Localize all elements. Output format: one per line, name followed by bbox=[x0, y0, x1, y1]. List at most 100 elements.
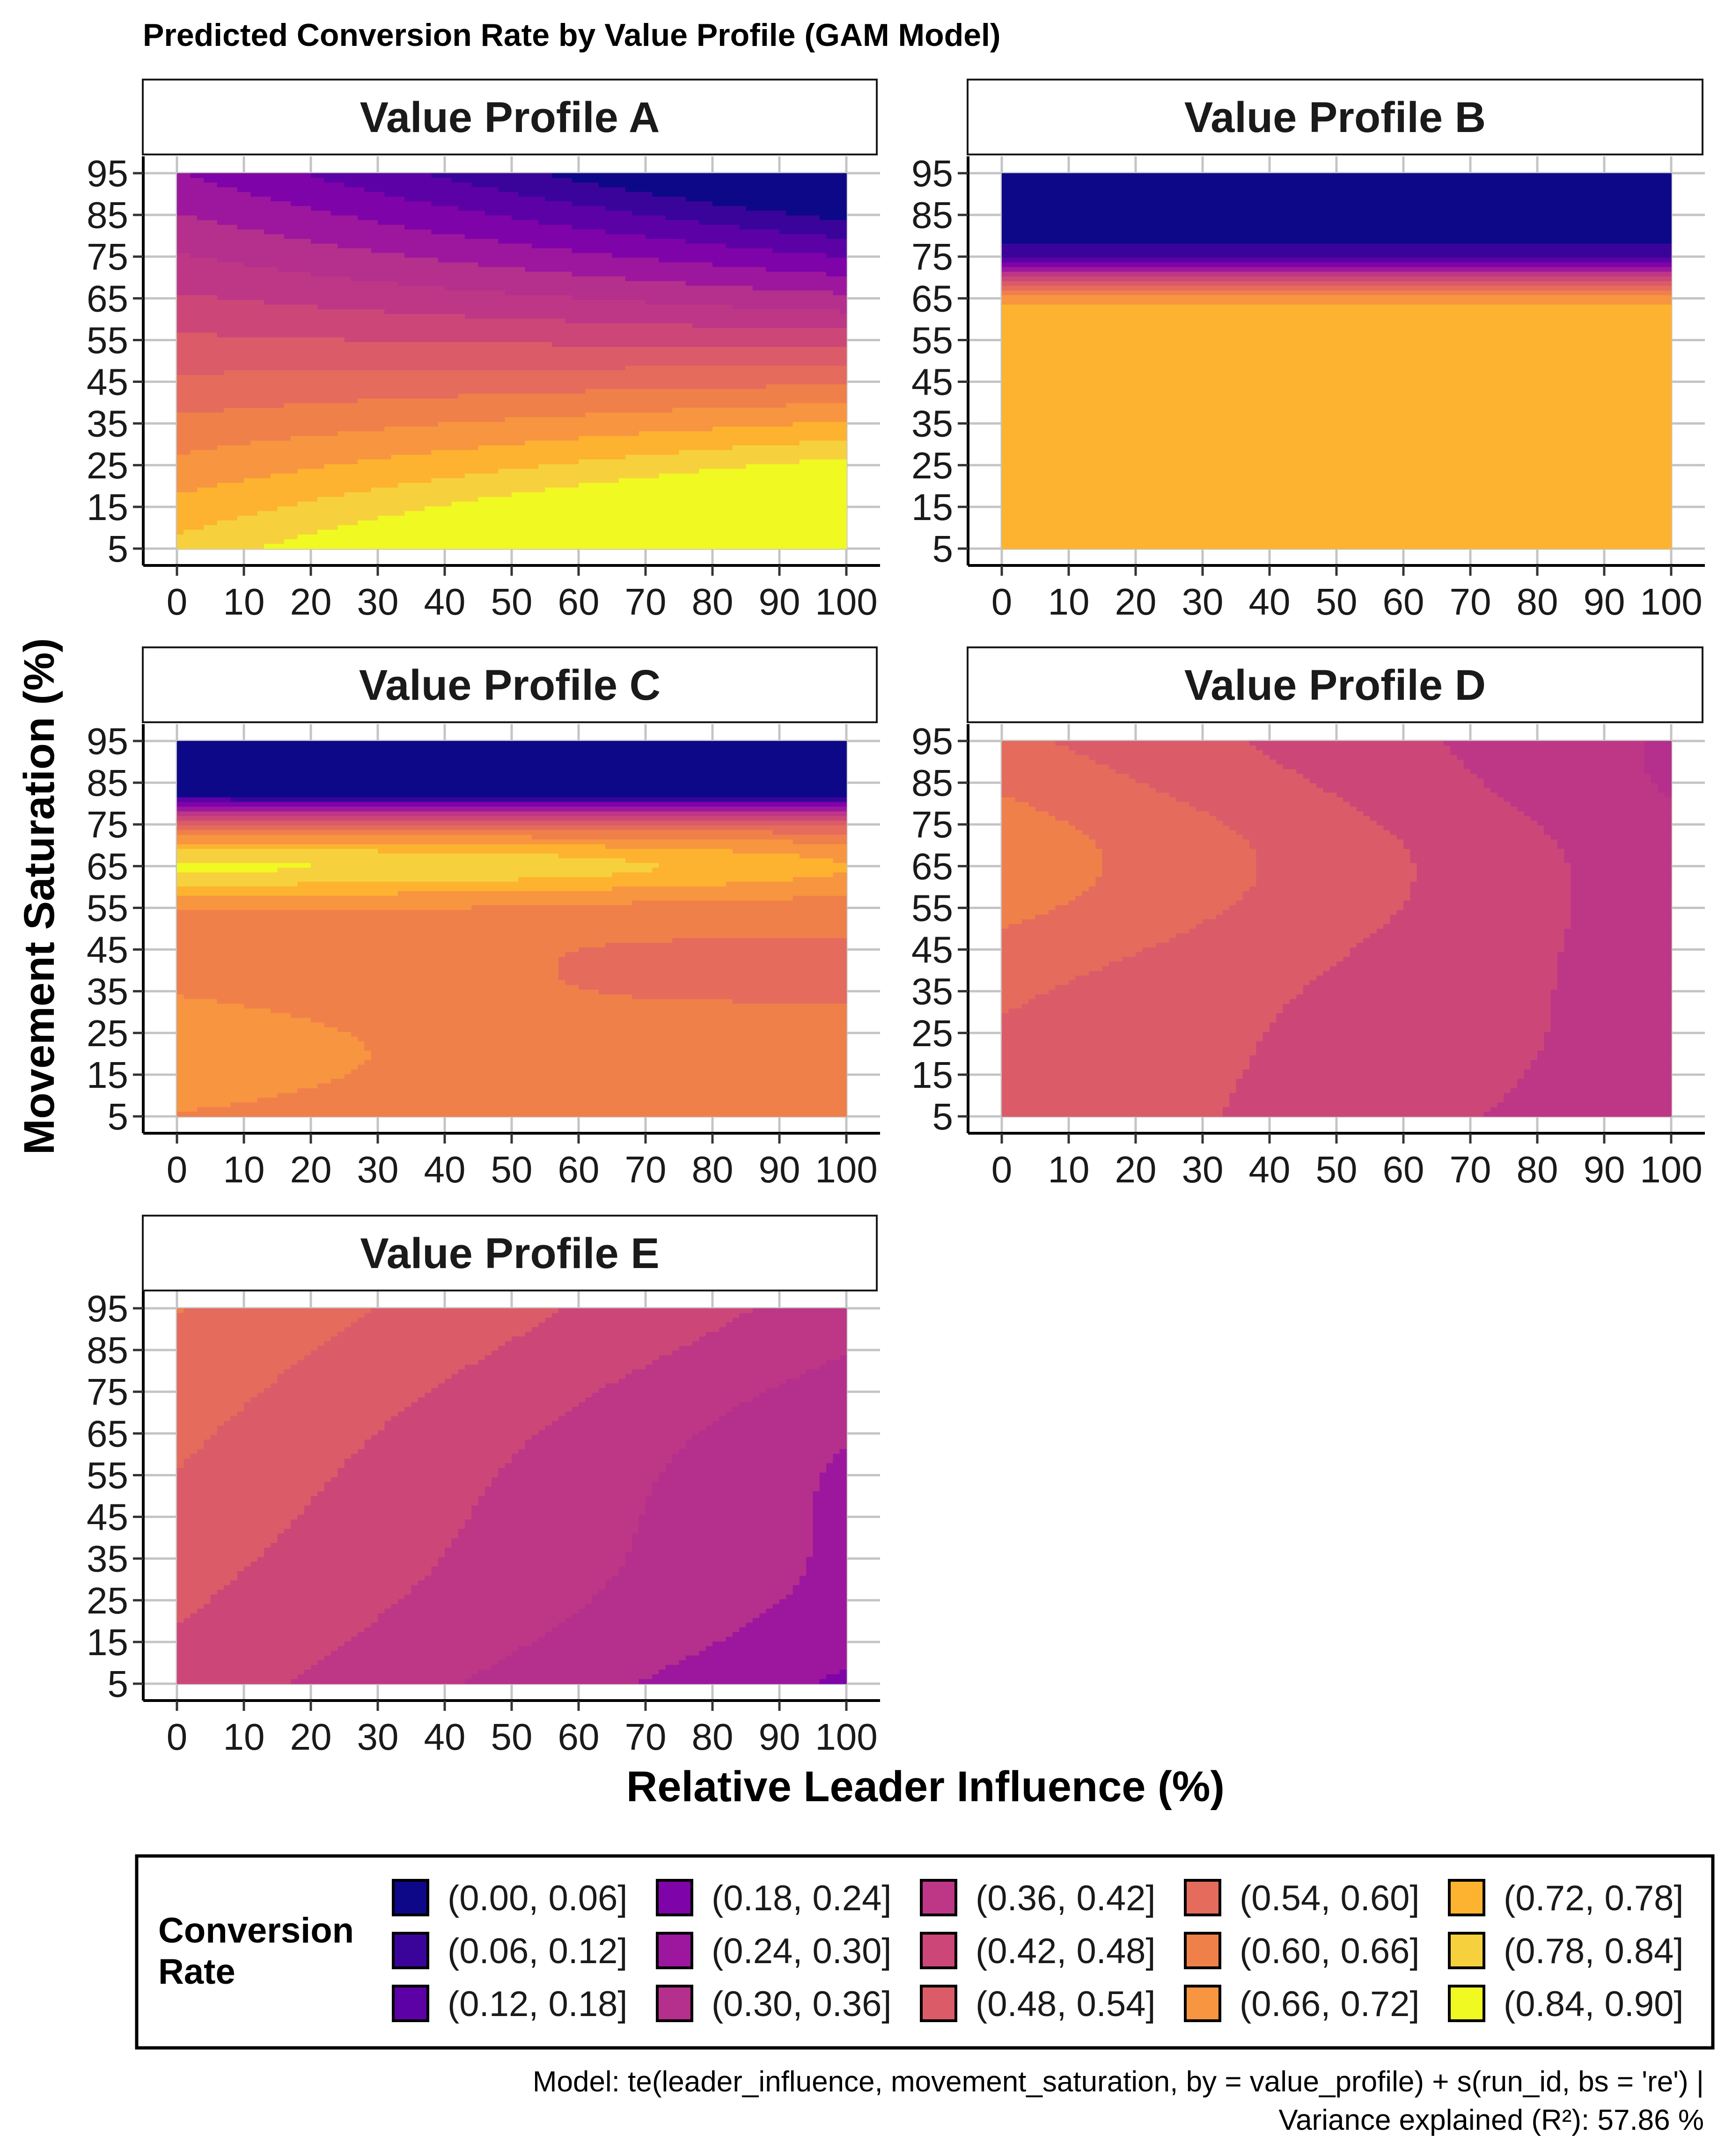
contour-band-cell bbox=[177, 811, 847, 817]
contour-band-cell bbox=[1136, 778, 1310, 784]
contour-band-cell bbox=[1102, 849, 1257, 854]
contour-band-cell bbox=[1316, 975, 1558, 981]
contour-band-cell bbox=[177, 895, 793, 901]
contour-band-cell bbox=[177, 262, 244, 268]
contour-band-cell bbox=[839, 1355, 847, 1361]
y-tick-label: 5 bbox=[108, 528, 129, 570]
contour-band-cell bbox=[478, 1496, 646, 1501]
contour-band-cell bbox=[177, 1524, 291, 1529]
contour-band-cell bbox=[813, 1524, 847, 1529]
x-tick-label: 60 bbox=[1383, 581, 1424, 623]
contour-band-cell bbox=[498, 469, 700, 474]
contour-band-cell bbox=[177, 825, 847, 831]
contour-band-cell bbox=[184, 1463, 345, 1468]
contour-band-cell bbox=[1229, 1097, 1505, 1103]
contour-band-cell bbox=[492, 1350, 673, 1356]
contour-band-cell bbox=[1564, 938, 1672, 943]
contour-band-cell bbox=[786, 1379, 847, 1384]
contour-band-cell bbox=[752, 1618, 847, 1623]
contour-band-cell bbox=[579, 947, 847, 953]
y-tick-label: 55 bbox=[87, 319, 128, 361]
contour-band-cell bbox=[839, 1669, 847, 1675]
contour-band-cell bbox=[284, 403, 787, 409]
contour-band-cell bbox=[1002, 318, 1672, 324]
contour-band-cell bbox=[1564, 947, 1672, 953]
contour-band-cell bbox=[471, 1515, 639, 1520]
contour-band-cell bbox=[177, 797, 231, 803]
contour-band-cell bbox=[1236, 1083, 1518, 1089]
contour-band-cell bbox=[1002, 1102, 1230, 1107]
contour-band-cell bbox=[1002, 938, 1170, 943]
contour-band-cell bbox=[177, 909, 847, 915]
contour-band-cell bbox=[184, 1458, 345, 1464]
contour-band-cell bbox=[806, 1369, 847, 1375]
contour-band-cell bbox=[1644, 746, 1672, 751]
contour-band-cell bbox=[177, 1093, 278, 1098]
contour-band-cell bbox=[177, 253, 191, 258]
contour-band-cell bbox=[1002, 778, 1136, 784]
contour-band-cell bbox=[665, 1665, 847, 1670]
contour-band-cell bbox=[1002, 304, 1672, 310]
contour-band-cell bbox=[271, 1008, 847, 1014]
contour-band-cell bbox=[639, 431, 847, 437]
legend-key bbox=[1184, 1932, 1221, 1969]
x-tick-label: 10 bbox=[1048, 581, 1090, 623]
contour-band-cell bbox=[210, 1594, 405, 1600]
y-tick-label: 75 bbox=[87, 236, 128, 278]
contour-band-cell bbox=[1376, 929, 1564, 934]
contour-band-cell bbox=[512, 1458, 673, 1464]
contour-band-cell bbox=[1002, 459, 1672, 465]
contour-band-cell bbox=[786, 1594, 847, 1600]
contour-band-cell bbox=[230, 1580, 418, 1586]
contour-band-cell bbox=[217, 1590, 412, 1595]
contour-band-cell bbox=[732, 849, 847, 854]
contour-band-cell bbox=[531, 1435, 693, 1440]
contour-band-cell bbox=[464, 314, 847, 319]
contour-band-cell bbox=[712, 262, 847, 268]
contour-band-cell bbox=[411, 1590, 599, 1595]
contour-band-cell bbox=[317, 1346, 499, 1351]
contour-band-cell bbox=[1149, 783, 1317, 789]
contour-band-cell bbox=[464, 234, 646, 240]
contour-band-cell bbox=[558, 853, 800, 859]
contour-band-cell bbox=[358, 459, 579, 465]
contour-band-cell bbox=[1571, 891, 1672, 896]
contour-band-cell bbox=[1356, 943, 1564, 948]
contour-band-cell bbox=[177, 750, 847, 755]
contour-band-cell bbox=[264, 300, 646, 305]
contour-band-cell bbox=[177, 1435, 211, 1440]
contour-band-cell bbox=[177, 215, 198, 221]
contour-band-cell bbox=[512, 1650, 700, 1656]
contour-band-cell bbox=[826, 1467, 847, 1473]
contour-band-cell bbox=[445, 1547, 633, 1553]
contour-fill bbox=[177, 1308, 847, 1684]
contour-band-cell bbox=[572, 1613, 760, 1619]
contour-band-cell bbox=[1410, 858, 1564, 864]
contour-band-cell bbox=[177, 178, 204, 183]
contour-band-cell bbox=[384, 1608, 579, 1614]
contour-band-cell bbox=[1102, 966, 1330, 972]
contour-band-cell bbox=[1002, 469, 1672, 474]
contour-band-cell bbox=[692, 1435, 847, 1440]
contour-band-cell bbox=[672, 1453, 834, 1459]
contour-band-cell bbox=[646, 1496, 814, 1501]
contour-band-cell bbox=[324, 178, 452, 183]
contour-band-cell bbox=[1002, 1013, 1277, 1019]
x-tick-label: 20 bbox=[1115, 581, 1157, 623]
contour-band-cell bbox=[672, 408, 847, 413]
contour-band-cell bbox=[224, 370, 847, 375]
contour-band-cell bbox=[1002, 506, 1672, 512]
contour-band-cell bbox=[431, 1566, 619, 1572]
contour-band-cell bbox=[1249, 1060, 1531, 1065]
contour-band-cell bbox=[505, 417, 847, 423]
contour-band-cell bbox=[438, 422, 793, 427]
contour-band-cell bbox=[217, 257, 439, 263]
contour-band-cell bbox=[1002, 229, 1672, 235]
contour-band-cell bbox=[478, 1669, 660, 1675]
contour-band-cell bbox=[1002, 529, 1672, 535]
y-tick-label: 55 bbox=[87, 887, 128, 929]
legend-key bbox=[920, 1985, 957, 2022]
x-tick-label: 100 bbox=[815, 581, 877, 623]
y-tick-label: 15 bbox=[87, 486, 128, 528]
contour-band-cell bbox=[237, 1411, 398, 1417]
